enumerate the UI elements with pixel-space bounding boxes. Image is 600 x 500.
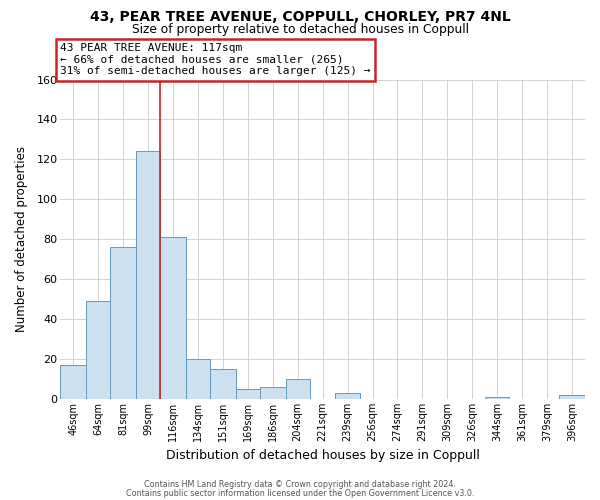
Bar [335, 393, 359, 399]
X-axis label: Distribution of detached houses by size in Coppull: Distribution of detached houses by size … [166, 450, 479, 462]
Text: Contains public sector information licensed under the Open Government Licence v3: Contains public sector information licen… [126, 488, 474, 498]
Bar [136, 152, 160, 399]
Bar [60, 365, 86, 399]
Text: 43 PEAR TREE AVENUE: 117sqm
← 66% of detached houses are smaller (265)
31% of se: 43 PEAR TREE AVENUE: 117sqm ← 66% of det… [60, 43, 371, 76]
Text: Contains HM Land Registry data © Crown copyright and database right 2024.: Contains HM Land Registry data © Crown c… [144, 480, 456, 489]
Bar [110, 248, 136, 399]
Bar [160, 238, 186, 399]
Bar [236, 389, 260, 399]
Y-axis label: Number of detached properties: Number of detached properties [15, 146, 28, 332]
Bar [86, 301, 110, 399]
Bar [286, 379, 310, 399]
Bar [260, 387, 286, 399]
Bar [210, 369, 236, 399]
Bar [485, 397, 509, 399]
Bar [559, 395, 585, 399]
Text: Size of property relative to detached houses in Coppull: Size of property relative to detached ho… [131, 22, 469, 36]
Text: 43, PEAR TREE AVENUE, COPPULL, CHORLEY, PR7 4NL: 43, PEAR TREE AVENUE, COPPULL, CHORLEY, … [89, 10, 511, 24]
Bar [186, 359, 210, 399]
